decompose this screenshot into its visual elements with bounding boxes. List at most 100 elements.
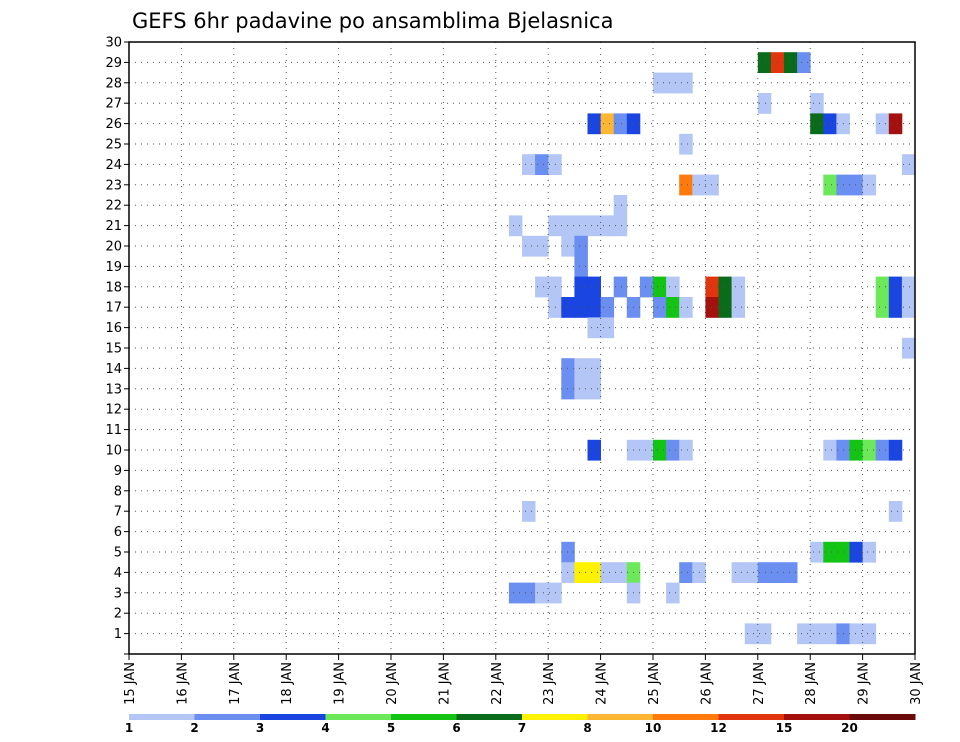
y-tick-label: 3 [114,586,122,601]
precip-cell [888,276,903,298]
precip-cell [810,623,824,645]
legend-swatch [784,714,850,720]
precip-cell [574,562,588,583]
legend-label: 2 [190,721,198,735]
x-tick-label: 20 JAN [385,662,400,705]
legend-label: 6 [452,721,460,735]
precip-cell [875,276,890,298]
x-tick-label: 24 JAN [595,662,610,705]
precip-cell [613,195,628,216]
precip-cell [666,582,680,604]
precip-cell [587,358,601,379]
y-tick-label: 28 [105,76,122,91]
y-tick-label: 4 [114,566,122,581]
x-tick-label: 21 JAN [437,662,452,705]
precip-cell [875,113,890,135]
precip-cell [535,154,549,175]
precip-cell [548,276,562,298]
precip-cell [600,317,615,339]
precip-cell [639,439,654,461]
precip-cell [548,154,562,175]
precip-cell [666,276,680,298]
legend-swatch [194,714,261,720]
y-tick-label: 15 [105,342,122,357]
legend-swatch [718,714,785,720]
y-tick-label: 19 [105,260,122,275]
precip-cell [666,297,680,318]
legend-label: 20 [841,721,858,735]
precip-cell [574,276,588,298]
y-tick-label: 12 [105,403,122,418]
precip-cell [548,215,562,237]
legend-label: 12 [710,721,727,735]
x-tick-label: 16 JAN [175,662,190,705]
y-tick-label: 8 [114,484,122,499]
precip-cell [862,541,877,563]
precip-cell [600,113,615,135]
precip-cell [744,623,759,645]
y-tick-label: 10 [105,444,122,459]
legend-label: 5 [387,721,395,735]
precip-cell [901,297,916,318]
y-tick-label: 13 [105,382,122,397]
precip-cell [535,582,549,604]
precip-cell [849,623,863,645]
y-tick-label: 20 [105,240,122,255]
precip-cell [522,154,536,175]
y-tick-label: 17 [105,301,122,316]
x-tick-label: 28 JAN [804,662,819,705]
cells-layer [508,52,916,645]
precip-cell [797,52,811,73]
y-tick-label: 27 [105,97,122,112]
precip-cell [823,174,837,196]
precip-cell [561,541,575,563]
precip-cell [757,52,772,73]
precip-cell [639,276,654,298]
precip-cell [548,582,562,604]
precip-cell [757,93,772,114]
y-tick-label: 25 [105,138,122,153]
precip-cell [888,439,903,461]
precip-cell [823,541,837,563]
legend-swatch [260,714,326,720]
precip-cell [757,562,772,583]
precip-cell [653,297,667,318]
legend-swatch [325,714,392,720]
precip-cell [666,72,680,94]
precip-cell [679,174,693,196]
precip-cell [849,439,863,461]
precip-cell [613,276,628,298]
x-tick-label: 25 JAN [647,662,662,705]
precip-cell [574,378,588,400]
precip-cell [613,562,628,583]
y-tick-label: 6 [114,525,122,540]
precip-cell [574,215,588,237]
y-tick-label: 16 [105,321,122,336]
precip-cell [587,317,601,339]
precip-cell [875,297,890,318]
x-tick-label: 19 JAN [333,662,348,705]
precip-cell [613,215,628,237]
precip-cell [508,582,523,604]
legend-label: 1 [125,721,133,735]
precip-cell [653,276,667,298]
precip-cell [679,297,693,318]
legend-label: 4 [321,721,329,735]
x-tick-label: 26 JAN [699,662,714,705]
precip-cell [587,378,601,400]
precip-cell [587,297,601,318]
precip-cell [587,276,601,298]
y-tick-label: 21 [105,219,122,234]
y-tick-label: 7 [114,505,122,520]
precip-cell [718,297,732,318]
precip-cell [901,276,916,298]
precip-cell [810,541,824,563]
precip-cell [522,235,536,257]
x-tick-label: 29 JAN [857,662,872,705]
y-tick-label: 24 [105,158,122,173]
precip-cell [731,276,746,298]
precip-cell [561,562,575,583]
precip-cell [888,297,903,318]
legend: 1 2 3 4 5 6 7 8 10 12 15 20 [125,714,916,735]
precip-cell [901,337,916,359]
